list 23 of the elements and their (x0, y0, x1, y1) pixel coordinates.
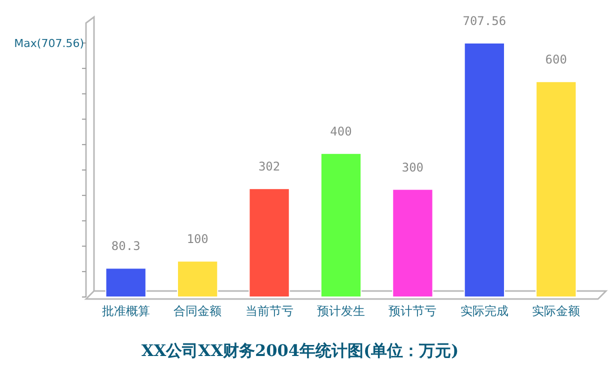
x-tick-label: 合同金额 (174, 304, 222, 318)
bar (320, 152, 362, 298)
data-label: 707.56 (462, 14, 506, 28)
x-tick-label: 批准概算 (102, 304, 150, 318)
text: XX公司XX财务2004年统计图(单位：万元) (141, 341, 459, 360)
x-tick-label: 实际金额 (532, 304, 580, 318)
bar (176, 260, 218, 298)
bar (105, 268, 146, 298)
data-label: 400 (330, 124, 352, 138)
data-label: 302 (258, 160, 280, 174)
data-label: 80.3 (111, 239, 140, 254)
x-tick-label: 当前节亏 (245, 304, 294, 318)
data-label: 600 (545, 52, 567, 67)
y-tick-label: Max(707.56) (14, 37, 84, 50)
bar (464, 42, 506, 298)
x-tick-label: 预计节亏 (388, 304, 437, 318)
x-tick-label: 预计发生 (317, 304, 365, 318)
x-tick-label: 实际完成 (460, 304, 508, 318)
bar (536, 81, 577, 298)
bar (392, 188, 434, 298)
bar (248, 188, 290, 298)
data-label: 300 (402, 160, 424, 174)
data-label: 100 (186, 232, 208, 246)
